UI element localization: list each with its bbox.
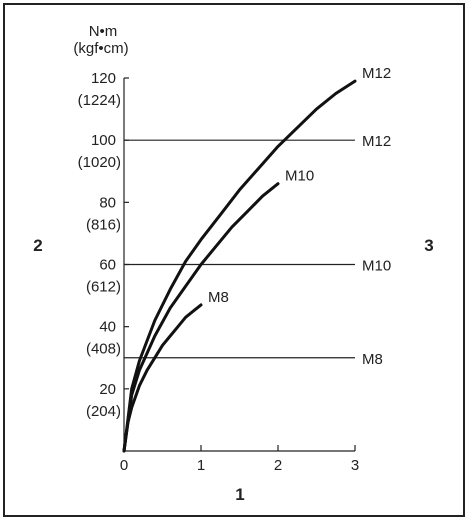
reference-label-m10: M10 (362, 258, 391, 275)
y-tick-sublabel-120: (1224) (78, 92, 121, 109)
y-tick-label-120: 120 (91, 70, 116, 87)
y-tick-label-100: 100 (91, 132, 116, 149)
y-tick-sublabel-100: (1020) (78, 154, 121, 171)
unit-label-primary: N•m (89, 23, 118, 40)
curve-label-m12: M12 (362, 65, 391, 82)
y-tick-label-20: 20 (99, 381, 116, 398)
x-tick-label-2: 2 (274, 457, 282, 474)
y-tick-sublabel-80: (816) (86, 216, 121, 233)
y-tick-label-60: 60 (99, 257, 116, 274)
marker-2: 2 (33, 236, 42, 255)
plot-area: 20(204)40(408)60(612)80(816)100(1020)120… (78, 65, 392, 474)
y-tick-sublabel-20: (204) (86, 403, 121, 420)
y-tick-sublabel-40: (408) (86, 341, 121, 358)
x-tick-label-3: 3 (351, 457, 359, 474)
curve-label-m8: M8 (208, 289, 229, 306)
reference-label-m8: M8 (362, 351, 383, 368)
x-tick-label-0: 0 (120, 457, 128, 474)
y-tick-sublabel-60: (612) (86, 279, 121, 296)
unit-label-secondary: (kgf•cm) (73, 40, 128, 57)
curve-m12 (122, 79, 357, 453)
y-tick-label-40: 40 (99, 319, 116, 336)
marker-1: 1 (235, 485, 244, 504)
chart-frame (3, 3, 465, 517)
curve-label-m10: M10 (285, 168, 314, 185)
x-tick-label-1: 1 (197, 457, 205, 474)
curve-m10 (122, 182, 280, 453)
reference-label-m12: M12 (362, 133, 391, 150)
marker-3: 3 (424, 236, 433, 255)
y-tick-label-80: 80 (99, 194, 116, 211)
